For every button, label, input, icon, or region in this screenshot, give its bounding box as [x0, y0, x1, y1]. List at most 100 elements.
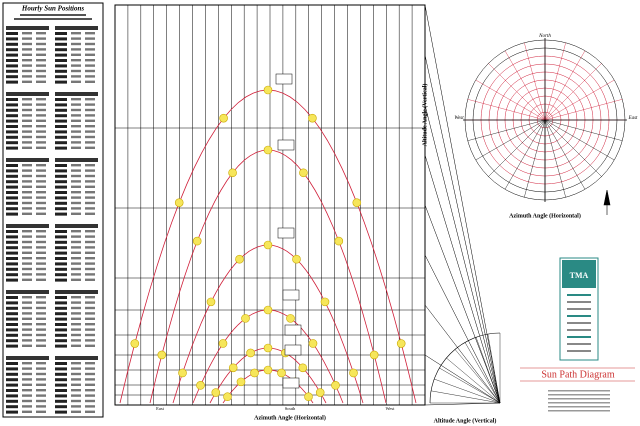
table-cell	[36, 180, 46, 183]
curve-label	[284, 344, 302, 356]
table-cell	[85, 296, 95, 299]
table-cell	[55, 306, 67, 310]
table-cell	[71, 323, 81, 326]
table-cell	[6, 378, 18, 382]
fan-ray	[439, 367, 501, 404]
table-cell	[36, 399, 46, 403]
sun-position	[223, 392, 232, 402]
table-cell	[55, 378, 67, 382]
note-line	[548, 394, 610, 396]
table-cell	[85, 141, 95, 144]
sun-position	[241, 314, 250, 323]
polar-ray	[544, 119, 566, 198]
table-cell	[36, 367, 46, 370]
table-cell	[55, 141, 67, 145]
table-cell	[55, 207, 67, 211]
table-cell	[6, 164, 18, 167]
table-cell	[36, 328, 46, 331]
sun-position	[211, 388, 221, 397]
polar-ray	[544, 119, 623, 141]
table-cell	[6, 37, 18, 41]
table-cell	[85, 108, 95, 112]
table-header	[6, 92, 49, 96]
table-cell	[55, 278, 67, 282]
table-cell	[36, 262, 46, 265]
table-cell	[6, 80, 18, 84]
table-cell	[6, 119, 18, 123]
main-chart	[114, 4, 426, 406]
table-cell	[6, 32, 18, 35]
table-cell	[85, 75, 95, 78]
table-cell	[36, 135, 46, 139]
table-cell	[22, 323, 32, 326]
table-cell	[55, 240, 67, 244]
table-cell	[6, 48, 18, 52]
table-cell	[22, 75, 32, 78]
table-cell	[6, 317, 18, 321]
table-cell	[6, 114, 18, 118]
table-cell	[22, 317, 32, 320]
table-cell	[22, 383, 32, 386]
table-cell	[6, 257, 18, 260]
sun-position	[352, 198, 362, 207]
table-cell	[85, 146, 95, 149]
table-cell	[36, 296, 46, 299]
polar-ray	[544, 119, 586, 190]
table-cell	[36, 114, 46, 117]
table-cell	[6, 251, 18, 255]
table-cell	[55, 394, 67, 398]
table-cell	[71, 267, 81, 271]
table-header	[6, 26, 49, 30]
table-cell	[36, 257, 46, 260]
table-cell	[85, 174, 95, 178]
table-cell	[6, 278, 18, 282]
sun-position	[250, 368, 259, 378]
table-cell	[85, 267, 95, 271]
table-cell	[22, 328, 32, 331]
sun-position	[263, 305, 273, 315]
table-cell	[71, 257, 81, 260]
table-cell	[85, 135, 95, 139]
fan-line	[424, 254, 501, 404]
table-cell	[6, 169, 18, 173]
table-cell	[6, 246, 18, 250]
bottom-label: South	[285, 406, 296, 411]
logo-line	[567, 315, 591, 317]
table-cell	[22, 80, 32, 83]
table-cell	[36, 98, 46, 101]
table-cell	[22, 378, 32, 381]
table-cell	[71, 339, 81, 342]
sun-position	[263, 365, 273, 375]
table-cell	[6, 262, 18, 266]
logo-line	[567, 301, 591, 303]
fan-ray	[487, 334, 501, 404]
table-cell	[85, 191, 95, 194]
table-cell	[55, 125, 67, 128]
table-cell	[36, 333, 46, 337]
table-cell	[36, 323, 46, 326]
sun-position	[304, 392, 313, 402]
table-cell	[6, 135, 18, 139]
table-cell	[71, 317, 81, 320]
table-cell	[36, 130, 46, 133]
table-cell	[71, 262, 81, 265]
table-header	[6, 224, 49, 228]
table-cell	[85, 103, 95, 106]
table-cell	[36, 240, 46, 244]
table-cell	[6, 98, 18, 101]
table-cell	[6, 301, 18, 305]
table-cell	[85, 240, 95, 244]
note-line	[548, 406, 610, 408]
table-cell	[85, 405, 95, 408]
table-cell	[85, 323, 95, 326]
table-cell	[6, 306, 18, 310]
table-cell	[22, 333, 32, 337]
table-cell	[55, 98, 67, 101]
table-cell	[36, 301, 46, 304]
table-cell	[22, 246, 32, 249]
table-cell	[71, 32, 81, 35]
table-cell	[71, 306, 81, 310]
table-cell	[55, 135, 67, 139]
table-cell	[85, 246, 95, 249]
table-cell	[55, 235, 67, 239]
